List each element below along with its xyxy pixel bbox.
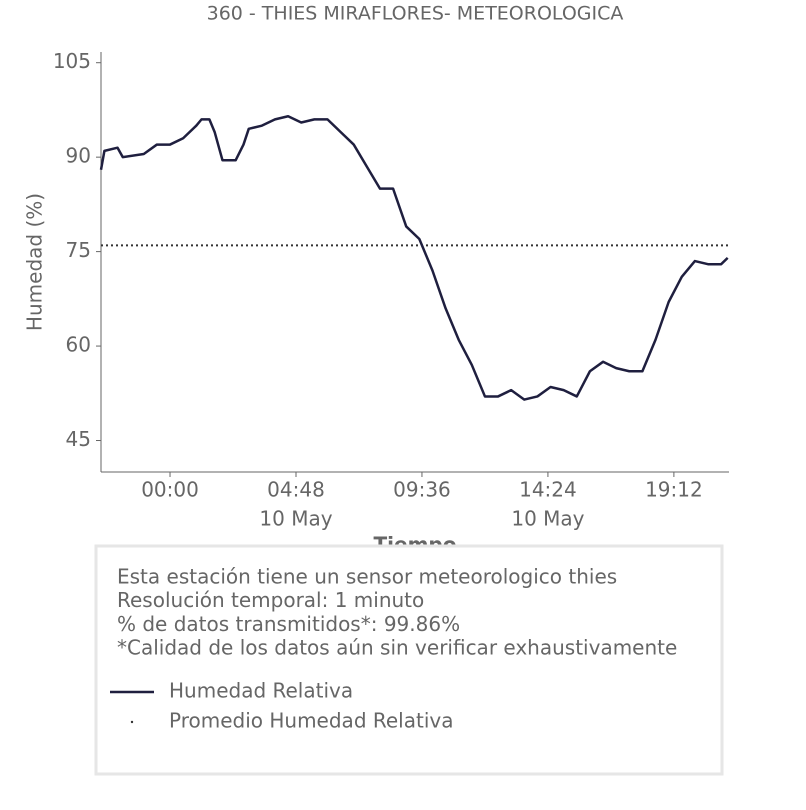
y-tick-label: 105	[53, 49, 91, 73]
legend-label: Promedio Humedad Relativa	[169, 709, 453, 733]
note: *Calidad de los datos aún sin verificar …	[117, 636, 677, 660]
x-tick-date: 10 May	[259, 507, 332, 531]
legend-box	[94, 544, 724, 776]
x-tick-label: 14:24	[519, 478, 577, 502]
x-tick-label: 00:00	[141, 478, 199, 502]
y-tick-label: 75	[66, 238, 91, 262]
y-axis-label: Humedad (%)	[23, 193, 47, 331]
y-tick-label: 60	[66, 333, 91, 357]
y-tick-label: 45	[66, 427, 91, 451]
note: % de datos transmitidos*: 99.86%	[117, 612, 460, 636]
x-tick-label: 04:48	[267, 478, 325, 502]
x-tick-label: 09:36	[393, 478, 451, 502]
y-tick-label: 90	[66, 144, 91, 168]
x-tick-label: 19:12	[645, 478, 703, 502]
x-tick-date: 10 May	[511, 507, 584, 531]
chart-title: 360 - THIES MIRAFLORES- METEOROLOGICA	[207, 3, 624, 25]
legend-label: Humedad Relativa	[169, 679, 353, 703]
data-line	[99, 114, 729, 401]
note: Esta estación tiene un sensor meteorolog…	[117, 565, 617, 589]
legend-swatch	[130, 720, 134, 724]
note: Resolución temporal: 1 minuto	[117, 588, 424, 612]
